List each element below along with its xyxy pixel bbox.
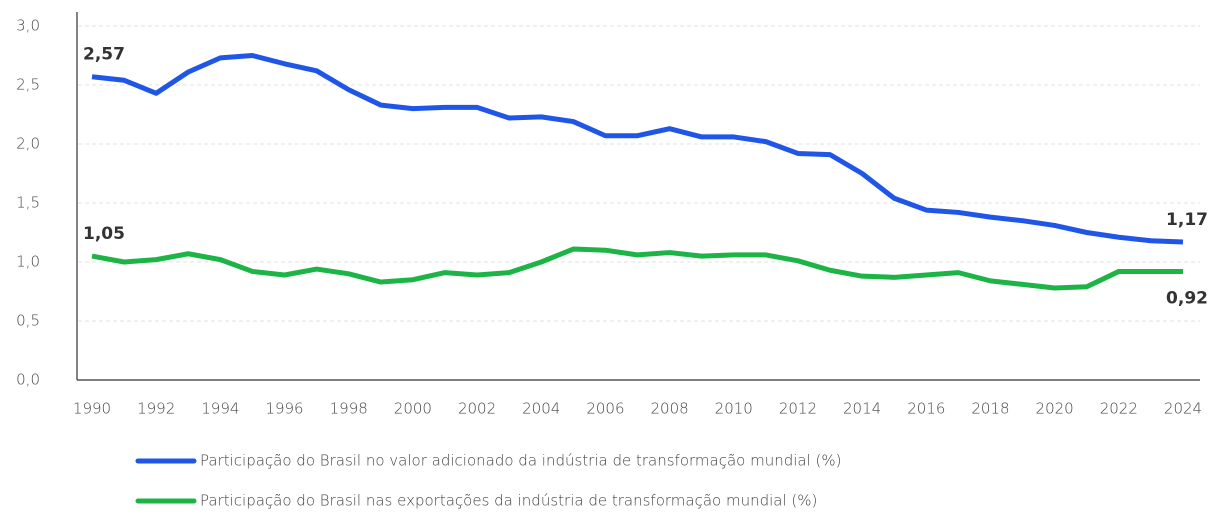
x-tick-label: 2016 xyxy=(907,400,945,418)
x-tick-label: 1992 xyxy=(137,400,175,418)
y-tick-label: 1,5 xyxy=(16,194,40,212)
x-tick-label: 2000 xyxy=(394,400,432,418)
x-tick-label: 2012 xyxy=(779,400,817,418)
value-label: 0,92 xyxy=(1166,288,1208,308)
x-tick-label: 2008 xyxy=(650,400,688,418)
series-line xyxy=(91,246,1183,291)
x-tick-label: 2020 xyxy=(1036,400,1074,418)
y-tick-label: 0,0 xyxy=(16,371,40,389)
y-tick-label: 2,0 xyxy=(16,135,40,153)
x-tick-label: 2010 xyxy=(715,400,753,418)
x-tick-label: 2018 xyxy=(971,400,1009,418)
legend-label: Participação do Brasil nas exportações d… xyxy=(200,492,817,510)
x-tick-label: 2024 xyxy=(1164,400,1202,418)
series-line xyxy=(91,53,1184,245)
x-tick-label: 1996 xyxy=(265,400,303,418)
value-label: 1,17 xyxy=(1166,210,1208,230)
x-tick-label: 1990 xyxy=(73,400,111,418)
x-tick-label: 1998 xyxy=(330,400,368,418)
x-tick-label: 2004 xyxy=(522,400,560,418)
y-tick-label: 0,5 xyxy=(16,312,40,330)
y-tick-label: 1,0 xyxy=(16,253,40,271)
x-tick-label: 2002 xyxy=(458,400,496,418)
legend-label: Participação do Brasil no valor adiciona… xyxy=(200,452,842,470)
value-label: 2,57 xyxy=(83,45,125,65)
value-label: 1,05 xyxy=(83,224,125,244)
x-tick-label: 2022 xyxy=(1100,400,1138,418)
x-tick-label: 2014 xyxy=(843,400,881,418)
y-tick-label: 3,0 xyxy=(16,17,40,35)
y-tick-label: 2,5 xyxy=(16,76,40,94)
x-tick-label: 2006 xyxy=(586,400,624,418)
x-tick-label: 1994 xyxy=(201,400,239,418)
